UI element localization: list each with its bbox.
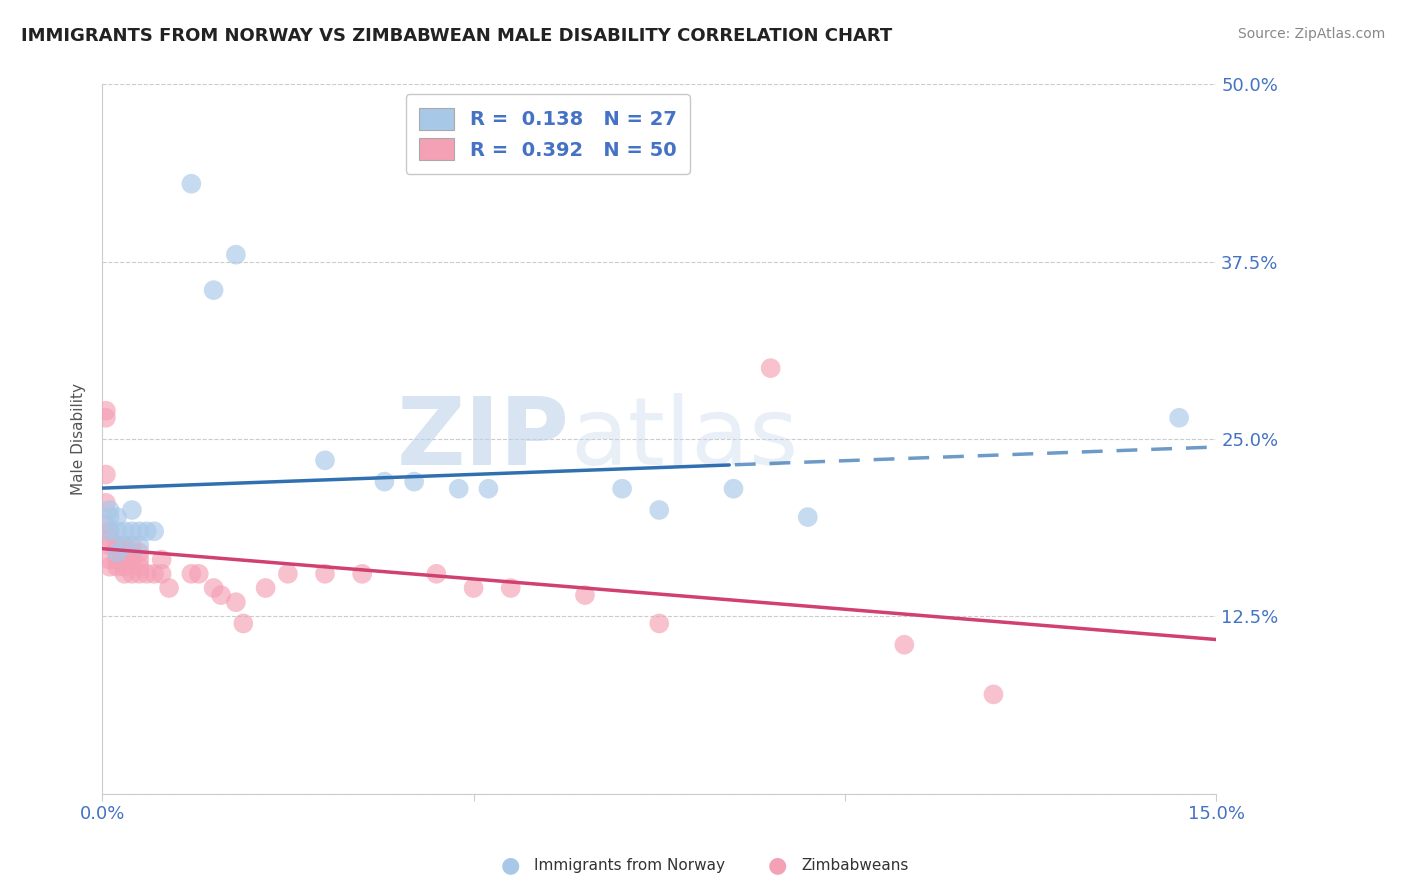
Point	[983, 687, 1005, 701]
Point	[352, 566, 374, 581]
Point	[143, 566, 166, 581]
Point	[143, 524, 166, 539]
Point	[114, 552, 136, 566]
Point	[404, 475, 426, 489]
Point	[105, 545, 128, 559]
Point	[98, 524, 121, 539]
Text: ●: ●	[768, 855, 787, 875]
Text: IMMIGRANTS FROM NORWAY VS ZIMBABWEAN MALE DISABILITY CORRELATION CHART: IMMIGRANTS FROM NORWAY VS ZIMBABWEAN MAL…	[21, 27, 893, 45]
Text: ●: ●	[501, 855, 520, 875]
Point	[648, 503, 671, 517]
Point	[225, 595, 247, 609]
Point	[114, 559, 136, 574]
Point	[94, 517, 117, 532]
Text: atlas: atlas	[569, 393, 799, 485]
Point	[202, 283, 225, 297]
Point	[425, 566, 447, 581]
Point	[463, 581, 485, 595]
Point	[114, 538, 136, 552]
Point	[128, 566, 150, 581]
Point	[121, 524, 143, 539]
Point	[574, 588, 596, 602]
Point	[121, 545, 143, 559]
Point	[94, 403, 117, 417]
Point	[98, 510, 121, 524]
Text: Source: ZipAtlas.com: Source: ZipAtlas.com	[1237, 27, 1385, 41]
Text: ZIP: ZIP	[398, 393, 569, 485]
Point	[893, 638, 915, 652]
Point	[202, 581, 225, 595]
Point	[105, 545, 128, 559]
Point	[128, 538, 150, 552]
Point	[94, 496, 117, 510]
Point	[121, 566, 143, 581]
Point	[105, 524, 128, 539]
Point	[121, 552, 143, 566]
Point	[1168, 410, 1191, 425]
Point	[499, 581, 522, 595]
Point	[314, 453, 336, 467]
Point	[135, 566, 157, 581]
Point	[128, 524, 150, 539]
Point	[187, 566, 209, 581]
Point	[114, 545, 136, 559]
Point	[157, 581, 180, 595]
Legend: R =  0.138   N = 27, R =  0.392   N = 50: R = 0.138 N = 27, R = 0.392 N = 50	[405, 95, 690, 174]
Point	[150, 566, 173, 581]
Point	[98, 503, 121, 517]
Point	[314, 566, 336, 581]
Y-axis label: Male Disability: Male Disability	[72, 383, 86, 495]
Point	[232, 616, 254, 631]
Point	[128, 559, 150, 574]
Point	[180, 566, 202, 581]
Point	[610, 482, 633, 496]
Point	[759, 361, 782, 376]
Point	[209, 588, 232, 602]
Point	[150, 552, 173, 566]
Point	[373, 475, 395, 489]
Point	[98, 538, 121, 552]
Point	[105, 510, 128, 524]
Point	[477, 482, 499, 496]
Point	[128, 552, 150, 566]
Text: Zimbabweans: Zimbabweans	[801, 858, 908, 872]
Point	[225, 247, 247, 261]
Point	[114, 566, 136, 581]
Point	[797, 510, 820, 524]
Point	[94, 467, 117, 482]
Point	[128, 545, 150, 559]
Point	[98, 559, 121, 574]
Point	[98, 524, 121, 539]
Text: Immigrants from Norway: Immigrants from Norway	[534, 858, 725, 872]
Point	[105, 559, 128, 574]
Point	[98, 552, 121, 566]
Point	[121, 503, 143, 517]
Point	[277, 566, 299, 581]
Point	[98, 532, 121, 546]
Point	[180, 177, 202, 191]
Point	[105, 538, 128, 552]
Point	[114, 538, 136, 552]
Point	[114, 524, 136, 539]
Point	[135, 524, 157, 539]
Point	[723, 482, 745, 496]
Point	[254, 581, 277, 595]
Point	[447, 482, 470, 496]
Point	[648, 616, 671, 631]
Point	[121, 538, 143, 552]
Point	[105, 552, 128, 566]
Point	[94, 410, 117, 425]
